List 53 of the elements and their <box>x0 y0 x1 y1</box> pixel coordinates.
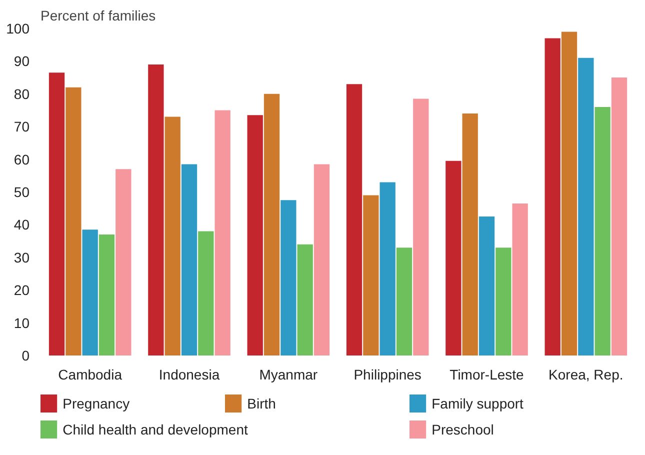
y-tick-label: 0 <box>22 348 30 364</box>
y-axis-title: Percent of families <box>40 8 156 24</box>
bar <box>280 200 296 356</box>
x-tick-label: Indonesia <box>158 366 220 382</box>
bar <box>462 114 478 356</box>
y-tick-label: 20 <box>14 282 30 298</box>
bar <box>148 64 164 356</box>
bar <box>66 87 82 356</box>
y-tick-label: 40 <box>14 216 30 233</box>
y-tick-label: 50 <box>14 184 30 200</box>
legend-label: Child health and development <box>62 422 248 438</box>
bar <box>297 244 313 356</box>
x-tick-label: Timor-Leste <box>450 366 524 382</box>
y-tick-label: 100 <box>6 20 30 36</box>
bar <box>396 248 412 356</box>
legend-label: Preschool <box>432 422 494 438</box>
bar <box>346 84 362 356</box>
bar <box>611 78 628 356</box>
bar <box>446 160 462 356</box>
legend-label: Pregnancy <box>62 396 130 412</box>
bar <box>544 38 560 356</box>
bar <box>181 164 198 356</box>
bar <box>82 230 98 356</box>
bar <box>164 116 180 356</box>
bar <box>578 58 594 356</box>
bar <box>496 248 512 356</box>
bar <box>214 110 230 356</box>
y-tick-label: 30 <box>14 249 30 266</box>
y-tick-label: 70 <box>14 118 30 135</box>
bar <box>478 216 495 356</box>
bar <box>363 195 379 356</box>
bar <box>98 234 115 356</box>
bar <box>380 182 396 356</box>
legend-label: Birth <box>247 396 276 412</box>
x-tick-label: Korea, Rep. <box>548 366 624 382</box>
bar <box>314 164 330 356</box>
bar <box>594 106 610 356</box>
x-tick-label: Myanmar <box>259 366 318 382</box>
y-tick-label: 60 <box>14 151 30 168</box>
x-tick-label: Cambodia <box>58 366 122 382</box>
bar <box>512 203 528 356</box>
y-tick-label: 90 <box>14 53 30 70</box>
bar <box>561 32 578 356</box>
bar <box>48 72 65 356</box>
x-tick-label: Philippines <box>354 366 422 382</box>
bar <box>264 94 280 356</box>
bar <box>198 231 214 356</box>
bar <box>116 169 132 356</box>
y-tick-label: 80 <box>14 86 30 102</box>
legend-label: Family support <box>432 396 524 412</box>
y-tick-label: 10 <box>14 314 30 331</box>
bar <box>413 98 429 356</box>
bar <box>247 115 263 356</box>
